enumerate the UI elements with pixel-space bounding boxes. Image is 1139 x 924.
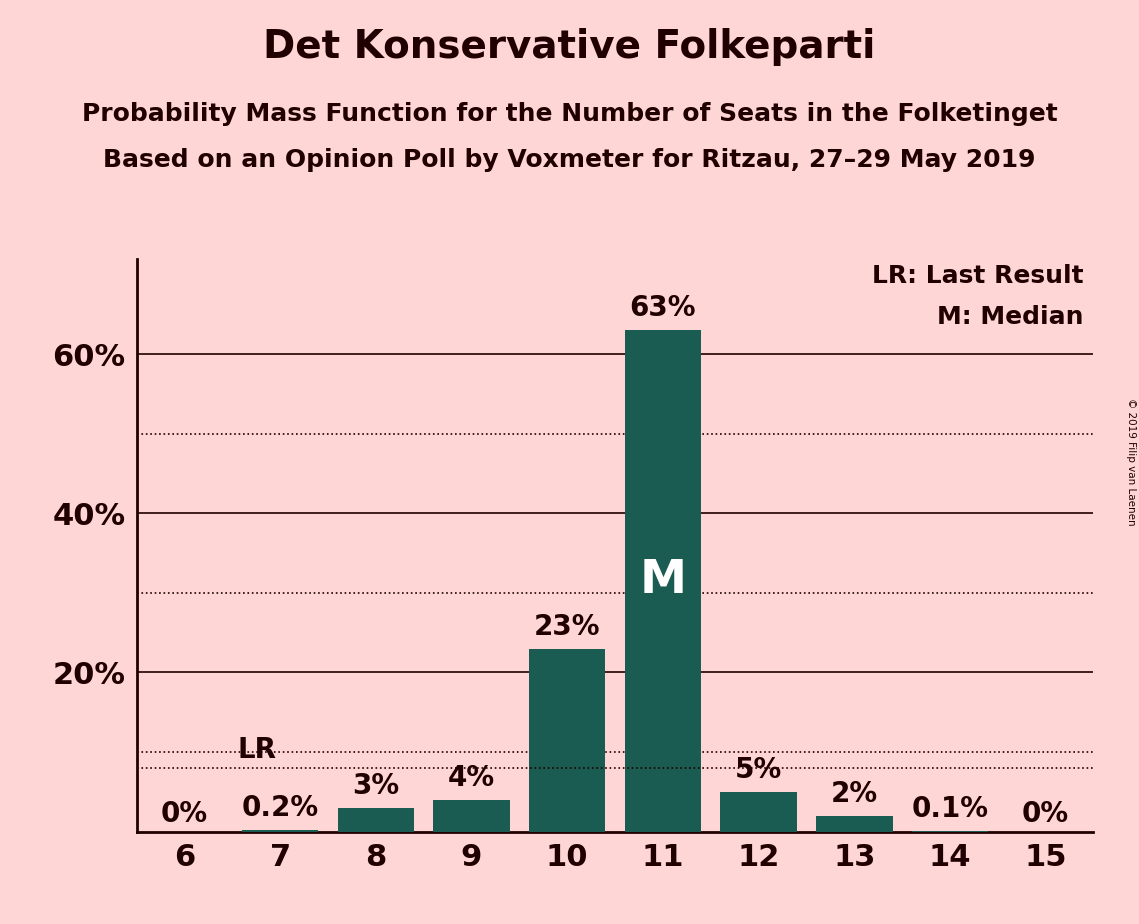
- Text: Det Konservative Folkeparti: Det Konservative Folkeparti: [263, 28, 876, 66]
- Text: 0.1%: 0.1%: [911, 795, 989, 823]
- Bar: [241, 830, 319, 832]
- Bar: [337, 808, 415, 832]
- Text: Based on an Opinion Poll by Voxmeter for Ritzau, 27–29 May 2019: Based on an Opinion Poll by Voxmeter for…: [104, 148, 1035, 172]
- Text: © 2019 Filip van Laenen: © 2019 Filip van Laenen: [1125, 398, 1136, 526]
- Text: Probability Mass Function for the Number of Seats in the Folketinget: Probability Mass Function for the Number…: [82, 102, 1057, 126]
- Bar: [528, 649, 606, 832]
- Text: 0.2%: 0.2%: [241, 794, 319, 822]
- Text: 23%: 23%: [534, 613, 600, 640]
- Text: M: M: [639, 558, 687, 603]
- Text: M: Median: M: Median: [937, 305, 1084, 329]
- Text: 0%: 0%: [1022, 799, 1070, 828]
- Text: LR: LR: [237, 736, 276, 764]
- Text: 3%: 3%: [352, 772, 400, 800]
- Text: 2%: 2%: [830, 780, 878, 808]
- Bar: [720, 792, 797, 832]
- Bar: [433, 800, 510, 832]
- Text: 0%: 0%: [161, 799, 208, 828]
- Text: 5%: 5%: [735, 756, 782, 784]
- Bar: [624, 331, 702, 832]
- Text: LR: Last Result: LR: Last Result: [872, 264, 1084, 288]
- Bar: [816, 816, 893, 832]
- Text: 4%: 4%: [448, 764, 495, 792]
- Text: 63%: 63%: [630, 295, 696, 322]
